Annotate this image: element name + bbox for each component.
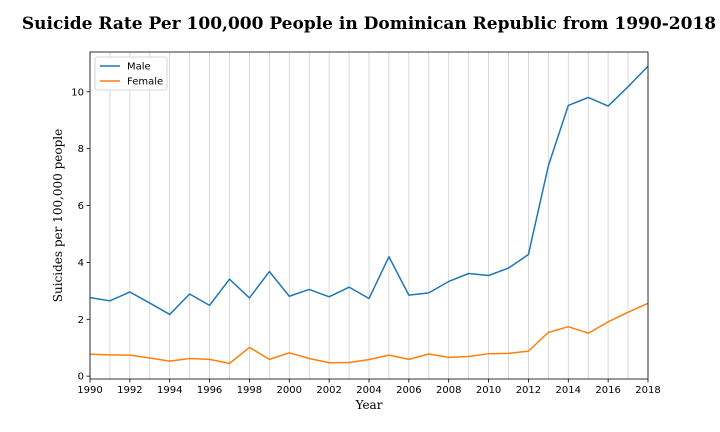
y-axis-label: Suicides per 100,000 people bbox=[51, 129, 65, 303]
x-tick-label: 2012 bbox=[516, 385, 541, 396]
x-tick-label: 2008 bbox=[436, 385, 461, 396]
x-tick-label: 2002 bbox=[316, 385, 341, 396]
y-tick-label: 0 bbox=[78, 372, 84, 383]
x-tick-label: 2016 bbox=[595, 385, 620, 396]
legend-label: Female bbox=[127, 77, 163, 88]
y-axis: 0 2 4 6 8 10 bbox=[71, 87, 90, 383]
legend: Male Female bbox=[94, 56, 168, 91]
legend-label: Male bbox=[127, 62, 151, 73]
x-tick-label: 1990 bbox=[77, 385, 102, 396]
x-tick-label: 2010 bbox=[476, 385, 501, 396]
y-tick-label: 8 bbox=[78, 144, 84, 155]
y-tick-label: 2 bbox=[78, 315, 84, 326]
y-tick-label: 10 bbox=[71, 87, 84, 98]
y-tick-label: 6 bbox=[78, 201, 84, 212]
chart-title: Suicide Rate Per 100,000 People in Domin… bbox=[21, 14, 717, 34]
series-lines bbox=[89, 65, 649, 365]
x-tick-label: 2004 bbox=[356, 385, 381, 396]
series-line-male bbox=[89, 65, 649, 316]
x-axis-label: Year bbox=[355, 398, 383, 412]
x-tick-label: 2006 bbox=[396, 385, 421, 396]
x-tick-label: 2000 bbox=[277, 385, 302, 396]
x-tick-label: 1992 bbox=[117, 385, 142, 396]
x-tick-label: 2018 bbox=[635, 385, 660, 396]
gridlines bbox=[89, 52, 649, 379]
x-tick-label: 1994 bbox=[157, 385, 182, 396]
x-tick-label: 2014 bbox=[556, 385, 581, 396]
y-tick-label: 4 bbox=[78, 258, 84, 269]
x-axis: 1990 1992 1994 1996 1998 2000 2002 2004 2006 2008… bbox=[77, 379, 661, 396]
series-line-female bbox=[89, 302, 649, 365]
x-tick-label: 1996 bbox=[197, 385, 222, 396]
x-tick-label: 1998 bbox=[237, 385, 262, 396]
